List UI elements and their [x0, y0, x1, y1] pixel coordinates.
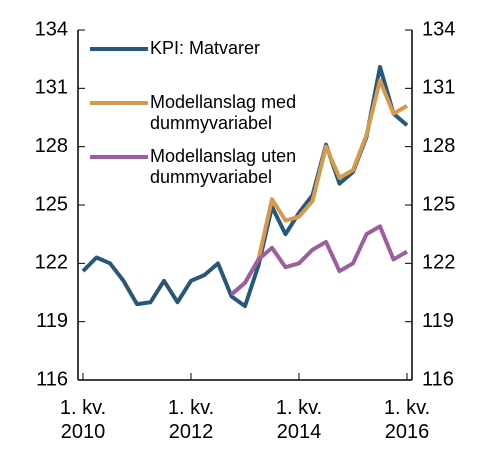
x-tick-label: 1. kv. 2012 — [167, 397, 215, 443]
y-tick-label: 125 — [35, 193, 68, 215]
y-tick-label: 122 — [35, 252, 68, 274]
legend-label: KPI: Matvarer — [150, 38, 261, 58]
y2-tick-label: 122 — [422, 252, 455, 274]
y-tick-label: 128 — [35, 135, 68, 157]
y2-tick-label: 128 — [422, 135, 455, 157]
y2-tick-label: 125 — [422, 193, 455, 215]
y-tick-label: 134 — [35, 18, 68, 40]
y2-tick-label: 131 — [422, 77, 455, 99]
y2-tick-label: 116 — [422, 368, 454, 390]
legend-label: Modellanslag med dummyvariabel — [150, 92, 297, 133]
y2-tick-label: 134 — [422, 18, 455, 40]
series-line — [230, 224, 408, 296]
x-tick-label: 1. kv. 2014 — [275, 397, 323, 443]
y2-tick-label: 119 — [422, 310, 454, 332]
y-tick-label: 131 — [35, 77, 68, 99]
x-tick-label: 1. kv. 2016 — [383, 397, 431, 443]
x-tick-label: 1. kv. 2010 — [59, 397, 107, 443]
series-line — [230, 78, 408, 296]
y-tick-label: 116 — [36, 368, 68, 390]
legend-label: Modellanslag uten dummyvariabel — [150, 146, 297, 187]
y-tick-label: 119 — [36, 310, 68, 332]
